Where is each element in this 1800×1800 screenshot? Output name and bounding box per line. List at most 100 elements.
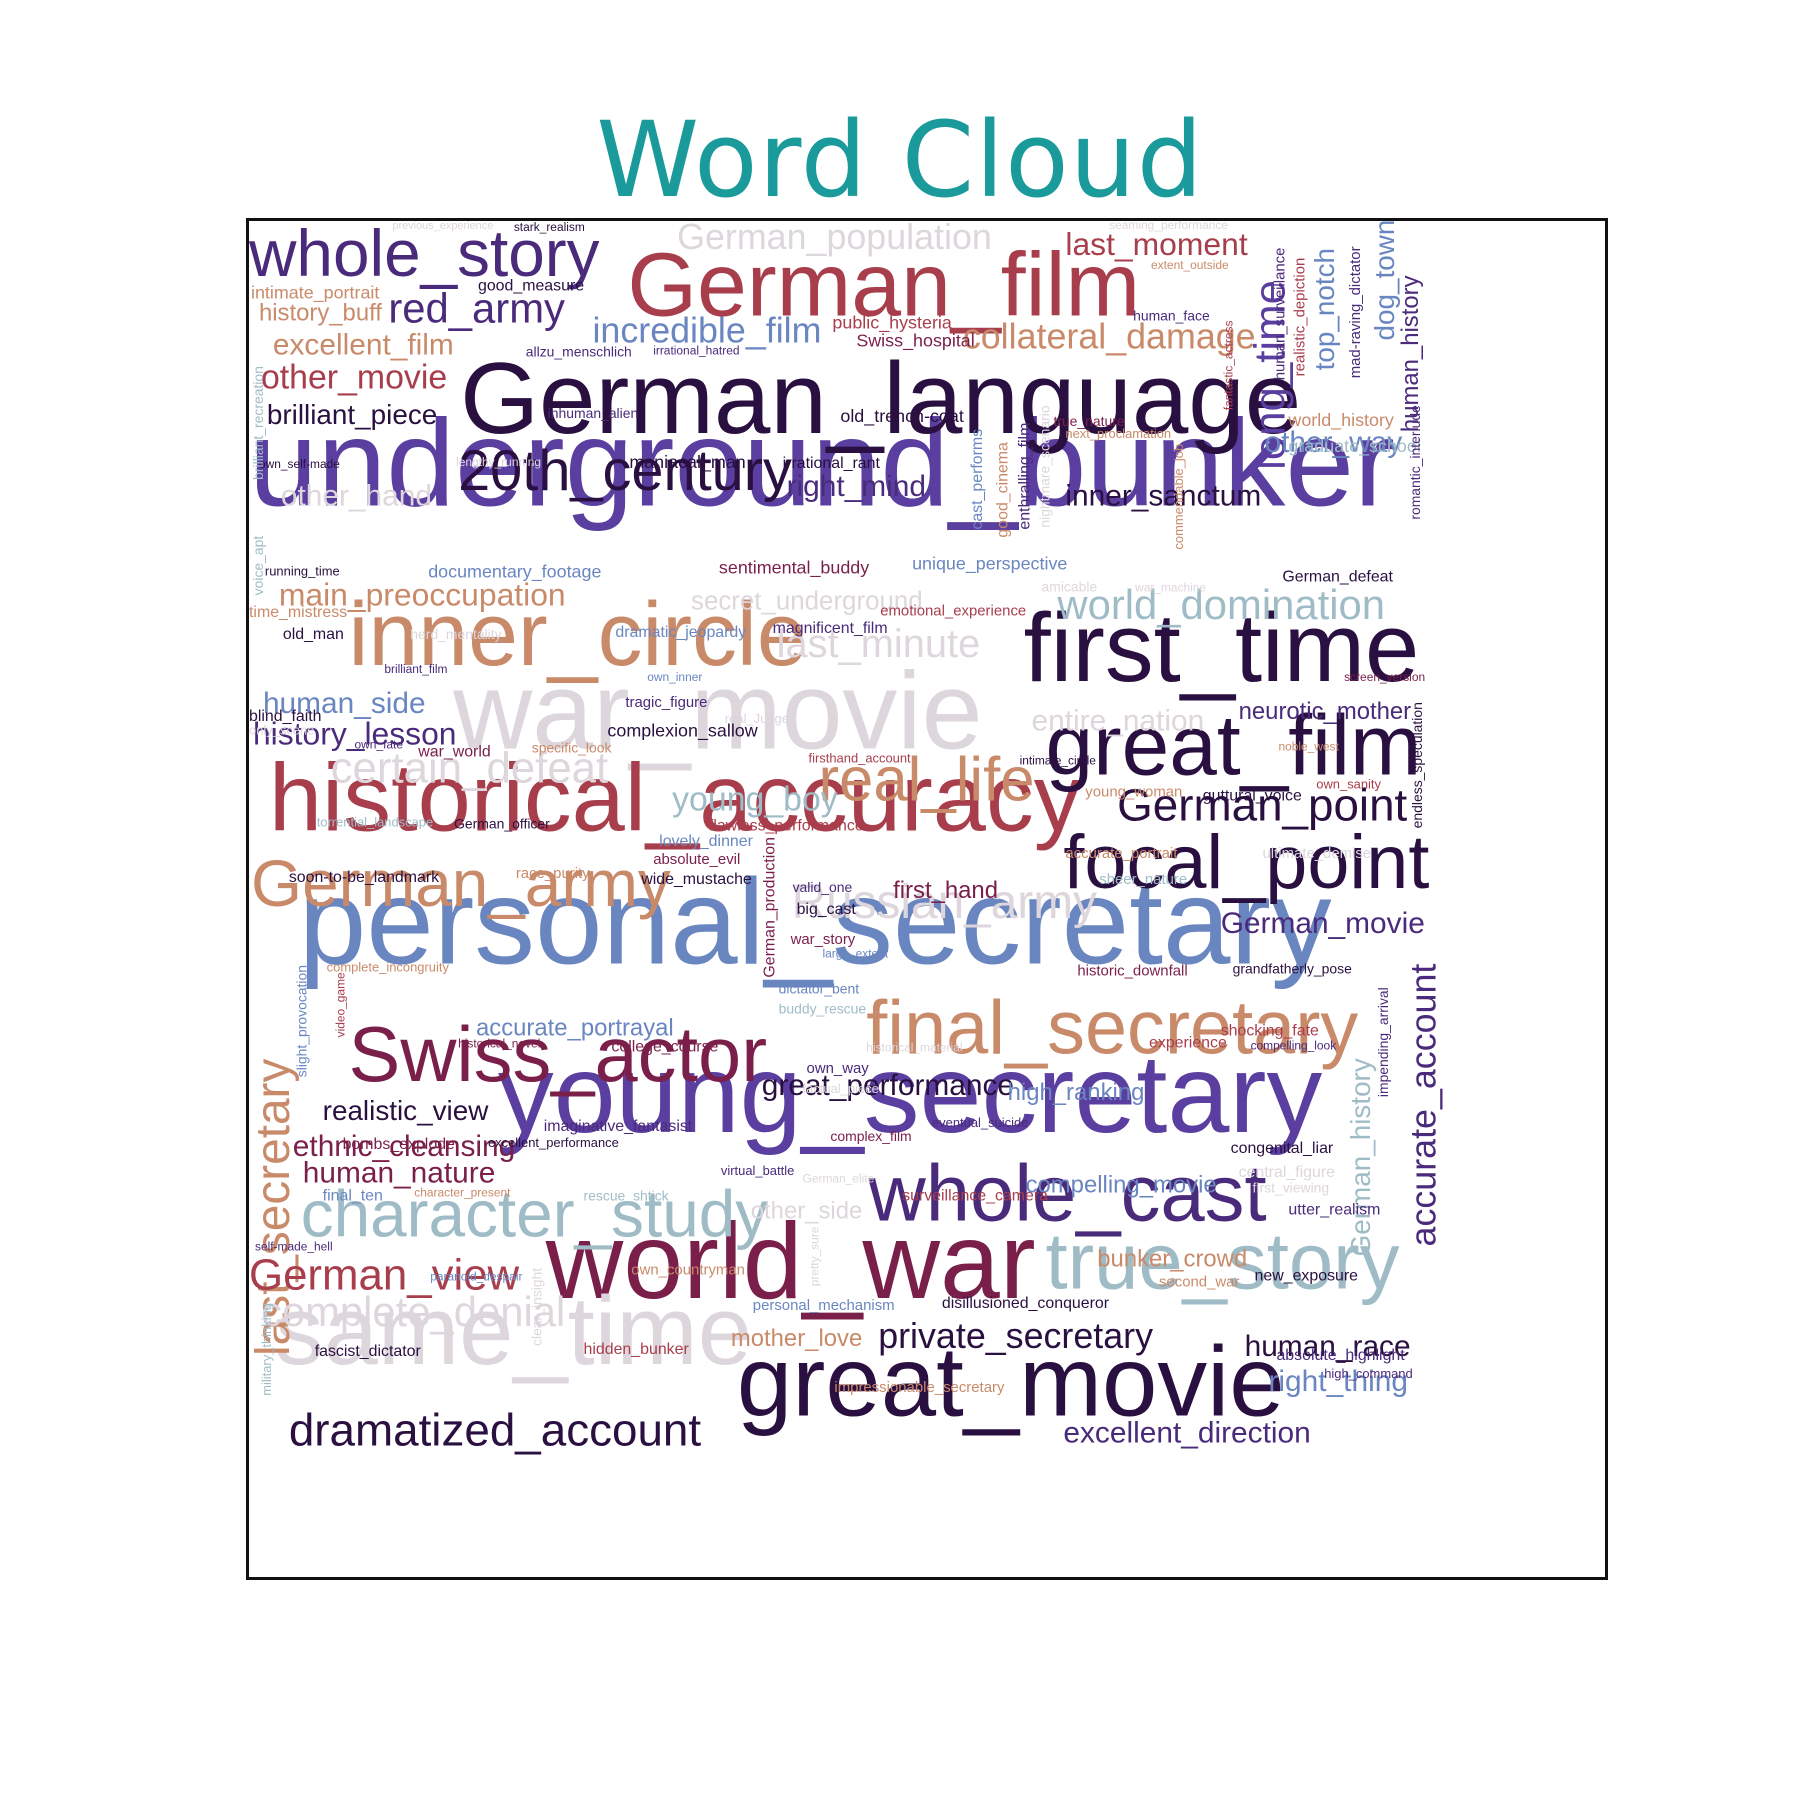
word-accurate-portrait: accurate_portrait xyxy=(1065,845,1178,862)
word-old-trench-coat: old_trench-coat xyxy=(840,406,963,427)
word-graduate-school: graduate_school xyxy=(1288,436,1420,457)
word-mad-raving-dictator: mad-raving_dictator xyxy=(1347,246,1364,378)
word-world-war: world_war xyxy=(545,1201,1036,1321)
word-character-study: character_study xyxy=(301,1178,769,1251)
word-stark-realism: stark_realism xyxy=(514,221,585,234)
word-ethnic-cleansing: ethnic_cleansing xyxy=(293,1130,515,1163)
word-historical-material: historical_material xyxy=(866,1040,962,1054)
word-eventual-suicide: eventual_suicide xyxy=(932,1115,1028,1130)
word-certain-defeat: certain_defeat xyxy=(331,744,609,793)
word-complexion-sallow: complexion_sallow xyxy=(607,721,757,742)
word-right-mind: right_mind xyxy=(787,470,926,503)
word-running-time: running_time xyxy=(265,563,340,578)
word-experience: experience xyxy=(1149,1034,1227,1051)
word-great-performance: great_performance xyxy=(762,1069,1014,1102)
word-dog-town: dog_town xyxy=(1369,221,1400,340)
word-unique-perspective: unique_perspective xyxy=(912,553,1067,574)
word-first-time: first_time xyxy=(1024,593,1420,702)
word-other-hand: other_hand xyxy=(281,480,432,513)
word-own-self-made: own_self-made xyxy=(259,457,340,471)
word-self-made-hell: self-made_hell xyxy=(255,1239,333,1253)
word-war-world: war_world xyxy=(417,744,491,761)
word-dramatic-jeopardy: dramatic_jeopardy xyxy=(615,624,746,641)
word-big-cast: big_cast xyxy=(797,901,857,918)
word-focal-point: focal_point xyxy=(1063,821,1429,905)
word-german-army: German_army xyxy=(251,847,671,920)
word-noble-west: noble_west xyxy=(1278,740,1339,754)
word-central-figure: central_figure xyxy=(1239,1164,1336,1181)
word-cloud-canvas: underground_bunkerpersonal_secretaryyoun… xyxy=(249,221,1444,1456)
word-final-ten: final_ten xyxy=(323,1188,383,1205)
word-inner-sanctum: inner_sanctum xyxy=(1065,480,1261,513)
word-impending-arrival: impending_arrival xyxy=(1375,987,1391,1097)
word-maniacal-man: maniacal_man xyxy=(629,452,745,473)
word-torrential-landscape: torrential_landscape xyxy=(317,814,434,829)
word-bombs-explode: bombs_explode xyxy=(343,1136,455,1153)
word-herd-mentality: herd_mentality xyxy=(410,626,501,642)
word-young-secretary: young_secretary xyxy=(498,1031,1323,1156)
word-specific-look: specific_look xyxy=(532,740,612,756)
word-extent-outside: extent_outside xyxy=(1151,258,1229,272)
word-sentimental-buddy: sentimental_buddy xyxy=(719,557,869,578)
word-excellent-direction: excellent_direction xyxy=(1063,1417,1310,1450)
word-accurate-account: accurate_account xyxy=(1404,964,1444,1247)
word-sheer-nature: sheer_nature xyxy=(1099,871,1187,888)
word-surveillance-camera: surveillance_camera xyxy=(902,1188,1048,1205)
word-tragic-figure: tragic_figure xyxy=(625,694,707,711)
word-high-ranking: high_ranking xyxy=(1008,1079,1145,1106)
word-world-history: world_history xyxy=(1287,410,1394,431)
word-real-junge: real_Junge xyxy=(725,711,789,726)
word-brilliant-piece: brilliant_piece xyxy=(267,399,437,430)
word-compelling-look: compelling_look xyxy=(1251,1038,1337,1052)
word-first-viewing: first_viewing xyxy=(1253,1180,1330,1196)
word-whole-story: whole_story xyxy=(249,221,600,290)
word-german-view: German_view xyxy=(249,1250,520,1299)
word-imaginative-fantasist: imaginative_fantasist xyxy=(544,1118,693,1135)
word-military-thinking: military_thinking xyxy=(259,1303,274,1396)
word-brilliant-film: brilliant_film xyxy=(384,662,447,676)
word-realistic-view: realistic_view xyxy=(323,1095,490,1126)
word-german-language: German_language xyxy=(460,341,1301,455)
word-historic-downfall: historic_downfall xyxy=(1077,963,1187,980)
word-firsthand-account: firsthand_account xyxy=(809,751,912,766)
word-pretty-sure: pretty_sure xyxy=(807,1226,821,1286)
word-intimate-portrait: intimate_portrait xyxy=(251,283,379,304)
word-young-woman: young_woman xyxy=(1085,783,1182,800)
word-own-way: own_way xyxy=(807,1060,870,1077)
word-history-buff: history_buff xyxy=(259,300,382,327)
word-excellent-performance: excellent_performance xyxy=(488,1135,619,1150)
word-bunker-crowd: bunker_crowd xyxy=(1097,1245,1247,1272)
word-endless-speculation: endless_speculation xyxy=(1409,702,1425,828)
word-last-moment: last_moment xyxy=(1065,226,1247,262)
word-human-surveillance: human_surveillance xyxy=(1271,248,1288,381)
word-human-face: human_face xyxy=(1133,308,1210,324)
word-right-thing: right_thing xyxy=(1268,1365,1407,1398)
word-excellent-film: excellent_film xyxy=(273,328,454,361)
word-commendable-job: commendable_job xyxy=(1171,444,1186,550)
word-utter-realism: utter_realism xyxy=(1288,1202,1380,1219)
word-german-elite: German_elite xyxy=(803,1172,875,1186)
word-lovely-dinner: lovely_dinner xyxy=(659,833,753,850)
word-secret-underground: secret_underground xyxy=(691,587,923,615)
word-absolute-highlight: absolute_highlight xyxy=(1276,1347,1405,1364)
word-underground-bunker: underground_bunker xyxy=(249,395,1395,533)
word-final-secretary: final_secretary xyxy=(866,986,1358,1070)
word-only-scene: only_scene xyxy=(249,723,314,738)
word-mother-love: mother_love xyxy=(731,1325,862,1352)
word-realistic-depiction: realistic_depiction xyxy=(1291,258,1308,377)
word-human-race: human_race xyxy=(1245,1330,1411,1363)
word-screen-version: screen_version xyxy=(1344,670,1425,684)
word-incredible-film: incredible_film xyxy=(592,310,821,350)
word-own-inner: own_inner xyxy=(647,670,702,684)
word-large-extent: large_extent xyxy=(822,947,888,961)
word-clear-insight: clear_insight xyxy=(529,1268,545,1346)
word-german-history: German_history xyxy=(1345,1058,1376,1256)
word-documentary-footage: documentary_footage xyxy=(428,561,601,582)
word-first-hand: first_hand xyxy=(893,877,998,904)
word-human-history: human_history xyxy=(1397,275,1424,432)
word-german-population: German_population xyxy=(677,221,992,257)
word-true-nature: true_nature xyxy=(1053,413,1124,429)
word-dictator-bent: dictator_bent xyxy=(779,981,860,997)
word-allzu-menschlich: allzu_menschlich xyxy=(526,343,632,359)
